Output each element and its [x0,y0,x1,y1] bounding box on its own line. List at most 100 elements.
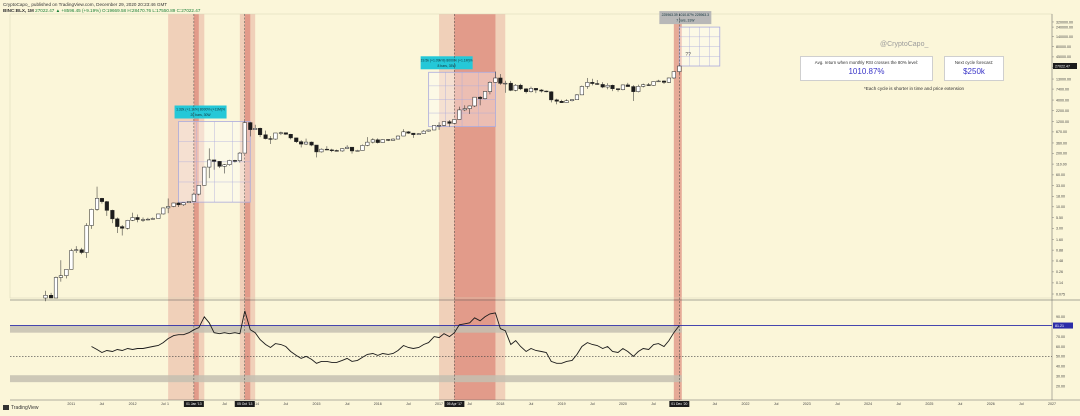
candle-body [666,77,671,83]
candle-body [570,99,575,101]
candle-body [191,193,196,202]
candle-body [99,198,104,202]
candle-body [636,86,641,92]
candle-body [661,80,667,83]
annotation-label-bg [174,105,227,119]
candle-body [120,226,125,229]
last-price-tag-text: 27022.47 [1055,64,1070,68]
candle-body [503,82,508,85]
rsi-bands [10,325,1052,383]
candle-body [365,141,370,146]
time-tick-label: 2024 [864,402,872,406]
candle-body [253,128,258,130]
time-tick-label: Jul [467,402,472,406]
candle-body [161,207,166,215]
candle-body [104,201,109,211]
time-tick-label: 1 [167,402,169,406]
author-watermark: @CryptoCapo_ [880,41,929,48]
candle-body [314,144,319,153]
time-tick-label: Jul [222,402,227,406]
candle-body [631,86,636,92]
candle-body [564,100,569,103]
projection-question-mark: ?? [685,52,691,58]
annotation-label-line-2: 8 bars, 35W [437,64,456,68]
avg-return-info-box: Avg. return when monthly RSI crosses the… [800,56,933,81]
avg-return-title: Avg. return when monthly RSI crosses the… [814,60,919,65]
candle-body [349,146,355,152]
candle-body [447,121,452,124]
candle-body [391,138,396,141]
candle-body [380,139,385,143]
annotation-label-line-1: 1.32k (+1.1k%) 8000% (+11M)% [176,108,225,112]
candle-body [518,84,523,90]
date-badge-text: 01 Jan '13 [186,402,202,406]
candle-body [610,85,615,89]
rsi-tick-label: 40.00 [1056,365,1065,369]
price-tick-label: 4000.00 [1056,98,1069,102]
candle-body [248,122,253,130]
price-tick-label: 13000.00 [1056,77,1071,81]
time-tick-label: Jul [161,402,166,406]
candle-body [84,225,89,253]
candle-body [319,148,324,153]
candle-body [324,148,329,151]
date-badge [444,401,465,407]
candle-body [421,130,426,134]
candle-body [539,89,544,92]
price-tick-label: 2200.00 [1056,109,1069,113]
candle-body [217,161,222,167]
rsi-highlight-regions [168,14,682,400]
candle-body [207,159,212,168]
next-cycle-forecast-box: Next cycle forecast: $250k [944,56,1004,81]
price-tick-label: 200.00 [1056,152,1067,156]
candle-body [533,88,538,91]
candle-body [171,202,176,207]
candle-body [677,65,682,72]
candle-body [355,150,360,152]
time-tick-label: Jul [835,402,840,406]
candle-body [288,134,293,139]
time-tick-label: 2023 [803,402,811,406]
candle-body [58,275,63,278]
time-tick-label: Jul [958,402,963,406]
candle-body [513,84,518,91]
date-badge-text: 01 Dec '20 [671,402,687,406]
time-tick-label: 2020 [619,402,627,406]
candle-body [94,198,100,210]
candle-body [150,218,155,220]
rsi-value-tag-text: 81.21 [1055,324,1064,328]
candle-body [585,82,590,87]
candle-body [370,139,375,143]
candle-body [232,160,237,162]
time-tick-label: 2018 [496,402,504,406]
price-tick-label: 10.00 [1056,205,1065,209]
price-tick-label: 110.00 [1056,162,1067,166]
candle-body [579,86,584,96]
candle-body [186,201,192,203]
price-tick-label: 320000.00 [1056,20,1073,24]
symbol-label: BINC:BLX, 1M [3,8,34,13]
candle-body [524,88,529,92]
candle-body [227,160,232,166]
price-tick-label: 0.14 [1056,281,1063,285]
candle-body [329,149,334,151]
cycle-markers [193,14,680,400]
date-badge-text: 05 Oct '13 [237,402,252,406]
tradingview-logo: TradingView [3,405,39,411]
price-tick-label: 0.26 [1056,270,1063,274]
time-tick-label: 2014 [251,402,259,406]
candle-body [452,119,457,124]
forecast-value: $250k [963,67,985,76]
date-badge [234,401,255,407]
candle-body [299,141,304,145]
annotation-label-line-1: 225963.39 1010.87% 225963.3 [662,13,709,17]
candle-body [625,84,630,87]
candle-body [166,206,171,209]
time-tick-label: Jul [651,402,656,406]
candle-body [615,88,621,90]
candle-body [651,81,656,86]
rsi-tick-label: 50.00 [1056,355,1065,359]
candle-body [263,134,268,139]
